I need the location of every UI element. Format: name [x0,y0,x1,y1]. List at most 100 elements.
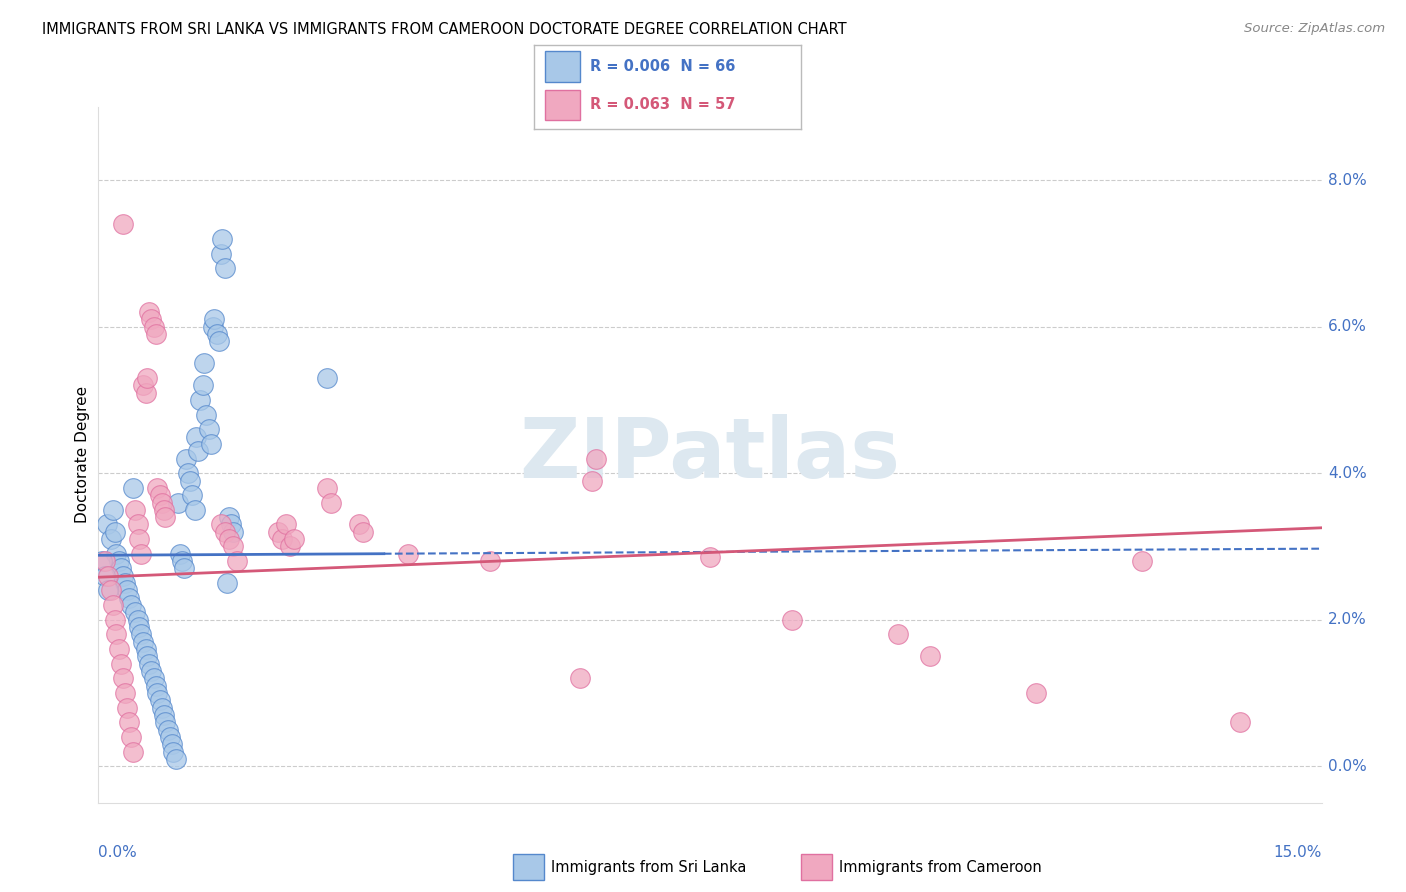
Text: 0.0%: 0.0% [98,845,138,860]
Text: Immigrants from Sri Lanka: Immigrants from Sri Lanka [551,860,747,874]
Point [283,532,305,546]
Point [886,627,908,641]
Point [114,686,136,700]
Text: 15.0%: 15.0% [1274,845,1322,860]
Point [160,737,183,751]
Point [120,598,142,612]
Point [105,547,128,561]
Point [159,730,181,744]
Point [135,642,157,657]
Point [162,745,184,759]
Point [121,481,143,495]
Point [149,488,172,502]
Point [188,392,212,407]
Point [97,583,120,598]
Point [169,547,191,561]
Text: 0.0%: 0.0% [1327,759,1367,773]
Point [1130,554,1153,568]
Point [181,488,204,502]
Point [209,246,232,260]
Point [270,532,294,546]
Point [222,540,245,554]
Point [568,671,591,685]
Point [138,305,160,319]
Point [920,649,942,664]
Point [205,327,228,342]
Point [136,649,159,664]
Point [142,319,165,334]
Text: R = 0.006  N = 66: R = 0.006 N = 66 [591,59,735,74]
Point [129,627,152,641]
Point [94,554,117,568]
Point [138,657,160,671]
Point [100,583,122,598]
Point [142,671,165,685]
Point [105,627,128,641]
Text: Immigrants from Cameroon: Immigrants from Cameroon [839,860,1042,874]
Point [111,671,134,685]
Point [96,517,118,532]
Point [149,693,172,707]
Point [278,540,301,554]
Point [94,568,117,582]
Point [200,437,222,451]
Point [146,481,169,495]
Point [187,444,209,458]
Point [141,312,163,326]
Point [127,517,149,532]
Point [208,334,231,349]
Y-axis label: Doctorate Degree: Doctorate Degree [75,386,90,524]
Point [211,232,233,246]
Point [104,524,127,539]
Point [214,524,236,539]
Point [141,664,163,678]
Text: Source: ZipAtlas.com: Source: ZipAtlas.com [1244,22,1385,36]
Point [104,613,127,627]
Text: IMMIGRANTS FROM SRI LANKA VS IMMIGRANTS FROM CAMEROON DOCTORATE DEGREE CORRELATI: IMMIGRANTS FROM SRI LANKA VS IMMIGRANTS … [42,22,846,37]
Text: R = 0.063  N = 57: R = 0.063 N = 57 [591,97,735,112]
Point [124,606,146,620]
Point [218,532,240,546]
Point [349,517,371,532]
Bar [546,52,579,82]
Point [195,408,218,422]
Point [110,561,132,575]
Point [114,576,136,591]
Point [267,524,290,539]
Bar [546,89,579,120]
Point [108,554,131,568]
Point [110,657,132,671]
Point [111,568,134,582]
Point [201,319,224,334]
Point [115,700,138,714]
Point [699,550,721,565]
Point [101,598,124,612]
Point [152,503,174,517]
Text: 4.0%: 4.0% [1327,466,1367,481]
Point [127,613,149,627]
Point [218,510,240,524]
Point [101,503,124,517]
Text: ZIPatlas: ZIPatlas [520,415,900,495]
Point [581,474,603,488]
Point [150,700,173,714]
Point [202,312,225,326]
Point [319,495,342,509]
Point [1025,686,1047,700]
Point [274,517,297,532]
Point [226,554,249,568]
Point [150,495,173,509]
Point [167,495,190,509]
Point [222,524,245,539]
Point [396,547,419,561]
Point [209,517,232,532]
Point [179,474,201,488]
Point [155,510,177,524]
Point [1229,715,1251,730]
Point [177,467,200,481]
Point [145,679,167,693]
Point [780,613,803,627]
Point [111,217,134,231]
Point [219,517,242,532]
Point [173,561,195,575]
